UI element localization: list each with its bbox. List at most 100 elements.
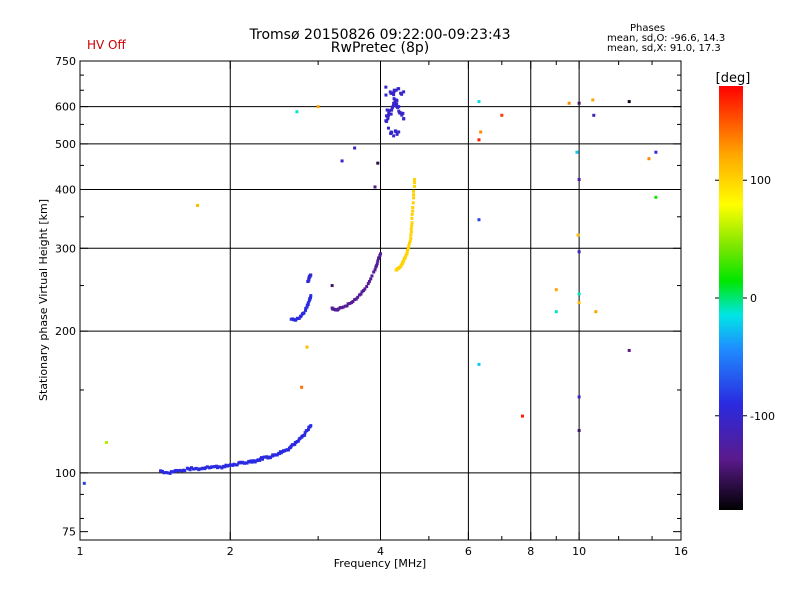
data-point [402, 117, 406, 121]
data-point [197, 467, 201, 471]
data-point [385, 108, 389, 112]
data-point [298, 436, 302, 440]
data-point [273, 453, 277, 457]
data-point [210, 465, 214, 469]
data-point [343, 304, 347, 308]
data-point [374, 264, 378, 268]
data-point [169, 470, 173, 474]
data-point [577, 301, 581, 305]
data-point [275, 453, 279, 457]
data-point [398, 110, 402, 114]
data-point [477, 138, 481, 142]
data-point [353, 298, 357, 302]
data-point [348, 301, 352, 305]
data-point [194, 466, 198, 470]
data-point [627, 348, 631, 352]
data-point [215, 466, 219, 470]
data-point [82, 481, 86, 485]
data-point [178, 468, 182, 472]
data-point [554, 310, 558, 314]
y-tick-label: 400 [55, 183, 76, 196]
data-point [576, 233, 580, 237]
phases-title: Phases [630, 23, 666, 34]
data-point [213, 465, 217, 469]
data-point [594, 310, 598, 314]
data-point [654, 195, 658, 199]
data-point [259, 456, 263, 460]
data-point [191, 467, 195, 471]
data-point [307, 278, 311, 282]
data-point [223, 465, 227, 469]
data-point [304, 308, 308, 312]
data-point [400, 113, 404, 117]
data-point [393, 129, 397, 133]
data-point [345, 304, 349, 308]
data-point [341, 305, 345, 309]
data-point [654, 150, 658, 154]
data-point [189, 466, 193, 470]
data-point [405, 252, 409, 256]
data-point [409, 227, 413, 231]
data-point [309, 296, 313, 300]
data-point [224, 463, 228, 467]
data-point [384, 114, 388, 118]
data-point [392, 88, 396, 92]
data-point [376, 161, 380, 165]
data-point [390, 108, 394, 112]
colorbar-tick-label: 0 [750, 292, 757, 305]
data-point [403, 255, 407, 259]
hv-status: HV Off [87, 38, 126, 52]
y-tick-label: 300 [55, 242, 76, 255]
colorbar [719, 86, 743, 510]
data-point [392, 93, 396, 97]
data-point [214, 464, 218, 468]
data-point [353, 146, 357, 150]
data-point [367, 280, 371, 284]
data-point [306, 301, 310, 305]
data-point [234, 463, 238, 467]
y-tick-label: 100 [55, 467, 76, 480]
data-point [406, 248, 410, 252]
data-point [302, 311, 306, 315]
data-point [162, 471, 166, 475]
data-point [577, 101, 581, 105]
data-point [409, 236, 413, 240]
data-point [196, 203, 200, 207]
data-point [379, 252, 382, 256]
data-point [293, 442, 297, 446]
data-point [164, 470, 168, 474]
y-tick-label: 600 [55, 101, 76, 114]
data-point [378, 253, 382, 257]
data-point [279, 451, 283, 455]
data-point [305, 305, 309, 309]
data-point [306, 303, 310, 307]
data-point [309, 294, 313, 298]
data-point [296, 439, 300, 443]
data-point [303, 431, 307, 435]
data-point [254, 459, 258, 463]
data-point [408, 239, 412, 243]
data-point [500, 113, 504, 117]
data-point [412, 196, 416, 200]
data-point [575, 150, 579, 154]
data-point [204, 466, 208, 470]
data-point [340, 159, 344, 163]
data-point [160, 469, 164, 473]
data-point [168, 471, 172, 475]
data-point [373, 268, 377, 272]
x-tick-label: 2 [227, 545, 234, 558]
data-point [386, 126, 390, 130]
data-point [330, 284, 334, 288]
data-point [241, 461, 245, 465]
data-point [251, 459, 255, 463]
data-point [370, 274, 374, 278]
data-point [297, 316, 301, 320]
colorbar-label: [deg] [716, 71, 751, 86]
data-point [369, 277, 373, 281]
x-axis-label: Frequency [MHz] [334, 557, 426, 570]
data-point [386, 113, 390, 117]
data-point [407, 241, 411, 245]
data-point [477, 362, 481, 366]
data-point [218, 465, 222, 469]
data-point [291, 443, 295, 447]
